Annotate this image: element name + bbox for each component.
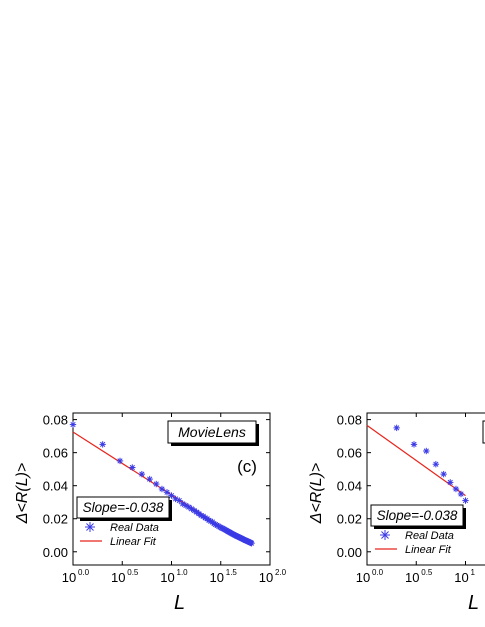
- data-point: [440, 470, 447, 478]
- y-tick-label: 0.00: [43, 545, 68, 560]
- dataset-label: MovieLens: [178, 424, 246, 440]
- dataset-box-partial: [482, 420, 485, 444]
- x-tick-exponent: 1: [471, 568, 476, 577]
- x-tick-label: 10: [160, 570, 174, 585]
- data-point: [452, 485, 460, 493]
- data-point: [462, 497, 469, 504]
- data-point: [447, 479, 454, 486]
- panel-label: (c): [237, 457, 257, 476]
- legend-label-real-data: Real Data: [405, 530, 454, 542]
- x-tick-label: 10: [454, 570, 468, 585]
- data-point: [423, 447, 430, 455]
- y-tick-label: 0.02: [43, 512, 68, 527]
- x-tick-exponent: 0.0: [78, 568, 90, 577]
- data-point: [163, 489, 171, 496]
- data-point: [69, 421, 77, 428]
- data-point: [248, 539, 255, 547]
- x-tick-label: 10: [62, 570, 76, 585]
- data-point: [393, 424, 400, 432]
- data-point: [129, 464, 136, 471]
- data-point: [116, 457, 124, 465]
- data-point: [457, 490, 465, 498]
- y-tick-label: 0.04: [337, 479, 362, 494]
- y-axis-label: Δ<R(L)>: [308, 463, 325, 525]
- x-tick-exponent: 2.0: [275, 568, 287, 577]
- y-tick-label: 0.08: [337, 413, 362, 428]
- x-tick-exponent: 0.5: [127, 568, 139, 577]
- data-point: [158, 485, 166, 493]
- legend-asterisk-icon: [380, 530, 390, 540]
- x-axis-label: L: [174, 592, 185, 614]
- plot-frame: [366, 412, 485, 566]
- legend-asterisk-icon: [85, 522, 95, 532]
- y-tick-label: 0.08: [43, 413, 68, 428]
- x-tick-exponent: 0.0: [372, 568, 384, 577]
- y-tick-label: 0.04: [43, 479, 68, 494]
- legend-label-real-data: Real Data: [110, 522, 159, 534]
- x-tick-exponent: 1.0: [177, 568, 189, 577]
- x-tick-label: 10: [356, 570, 370, 585]
- y-axis-label: Δ<R(L)>: [14, 463, 31, 525]
- slope-box: [370, 504, 464, 527]
- y-tick-label: 0.02: [337, 512, 362, 527]
- y-tick-label: 0.06: [337, 446, 362, 461]
- data-point: [168, 492, 175, 499]
- data-point: [146, 475, 153, 483]
- slope-box: [76, 496, 170, 519]
- slope-label: Slope=-0.038: [83, 500, 164, 515]
- data-point: [138, 470, 146, 478]
- dataset-box: [167, 420, 257, 444]
- x-tick-label: 10: [259, 570, 273, 585]
- data-point: [410, 441, 418, 448]
- data-point: [99, 441, 106, 448]
- legend-label-linear-fit: Linear Fit: [405, 544, 452, 556]
- data-point: [153, 480, 160, 488]
- x-tick-label: 10: [405, 570, 419, 585]
- x-tick-exponent: 0.5: [421, 568, 433, 577]
- x-axis-label: L: [468, 592, 479, 614]
- y-tick-label: 0.06: [43, 446, 68, 461]
- data-point: [432, 461, 440, 468]
- x-tick-exponent: 1.5: [226, 568, 238, 577]
- y-tick-label: 0.00: [337, 545, 362, 560]
- legend-label-linear-fit: Linear Fit: [110, 536, 157, 548]
- slope-label: Slope=-0.038: [377, 508, 458, 523]
- x-tick-label: 10: [111, 570, 125, 585]
- x-tick-label: 10: [210, 570, 224, 585]
